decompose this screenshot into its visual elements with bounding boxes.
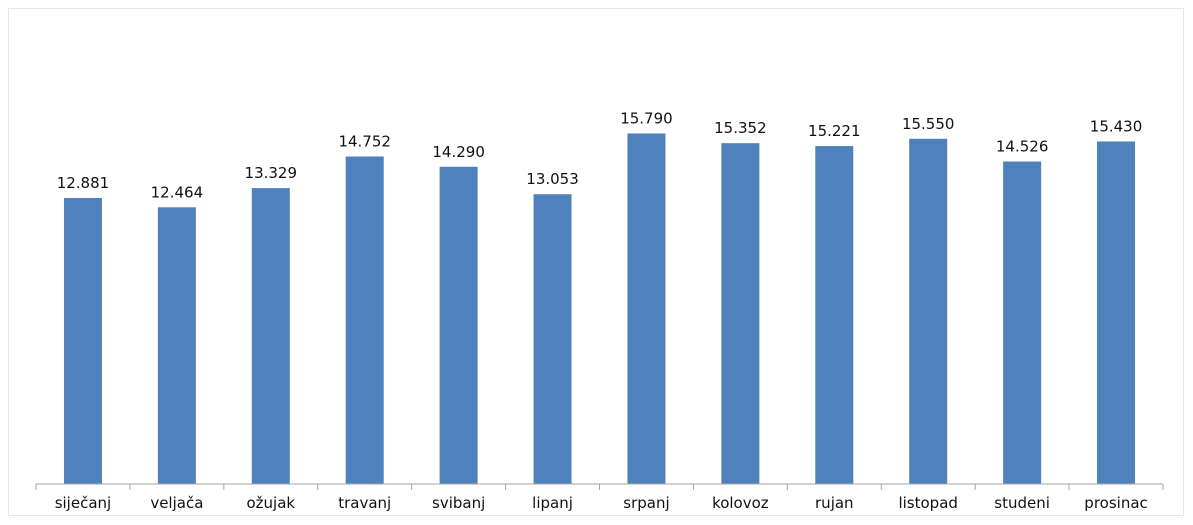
bar-srpanj <box>627 133 666 484</box>
value-labels-group: 12.881 12.464 13.329 14.752 14.290 13.053 15.7… <box>57 109 1143 201</box>
tick-label-siječanj: siječanj <box>55 494 112 512</box>
tick-label-kolovoz: kolovoz <box>712 494 769 512</box>
data-label-travanj: 14.752 <box>338 133 391 151</box>
data-label-studeni: 14.526 <box>996 138 1049 156</box>
data-label-svibanj: 14.290 <box>432 143 485 161</box>
bar-rujan <box>815 146 854 484</box>
x-axis-ticks <box>35 484 1164 490</box>
tick-label-ožujak: ožujak <box>246 494 295 512</box>
tick-label-srpanj: srpanj <box>623 494 669 512</box>
data-label-listopad: 15.550 <box>902 115 955 133</box>
bar-svibanj <box>439 166 478 484</box>
data-label-ožujak: 13.329 <box>245 164 298 182</box>
bars-group <box>63 133 1136 485</box>
tick-label-svibanj: svibanj <box>432 494 485 512</box>
tick-label-veljača: veljača <box>150 494 203 512</box>
data-label-prosinac: 15.430 <box>1090 117 1143 135</box>
tick-label-travanj: travanj <box>338 494 391 512</box>
data-label-srpanj: 15.790 <box>620 109 673 127</box>
data-label-rujan: 15.221 <box>808 122 861 140</box>
bar-lipanj <box>533 194 572 484</box>
chart-frame <box>8 8 1184 516</box>
data-label-veljača: 12.464 <box>151 183 204 201</box>
tick-label-prosinac: prosinac <box>1084 494 1147 512</box>
data-label-lipanj: 13.053 <box>526 170 579 188</box>
bar-ožujak <box>251 188 290 484</box>
tick-label-studeni: studeni <box>994 494 1050 512</box>
bar-siječanj <box>63 198 102 485</box>
bar-prosinac <box>1097 141 1136 484</box>
tick-label-listopad: listopad <box>898 494 957 512</box>
tick-label-rujan: rujan <box>815 494 854 512</box>
tick-label-lipanj: lipanj <box>532 494 573 512</box>
x-axis-tick-labels: siječanj veljača ožujak travanj svibanj lipan… <box>55 494 1148 512</box>
bar-listopad <box>909 138 948 485</box>
bar-studeni <box>1003 161 1042 484</box>
data-label-kolovoz: 15.352 <box>714 119 767 137</box>
bar-veljača <box>157 207 196 485</box>
bar-kolovoz <box>721 143 760 484</box>
bar-travanj <box>345 156 384 484</box>
data-label-siječanj: 12.881 <box>57 174 110 192</box>
